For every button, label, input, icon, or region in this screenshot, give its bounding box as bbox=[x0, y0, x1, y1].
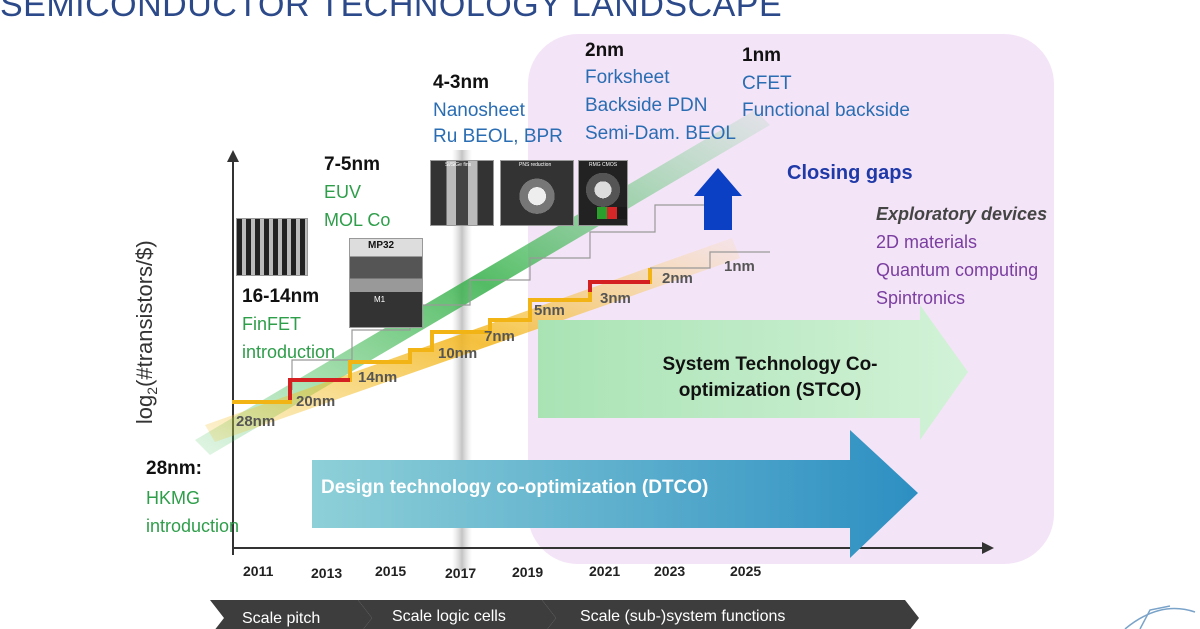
y-axis-label: log2(#transistors/$) bbox=[132, 222, 160, 442]
staircase-red-1 bbox=[288, 378, 350, 400]
staircase-future bbox=[650, 251, 770, 269]
dtco-arrow bbox=[312, 430, 918, 558]
y-axis-label-main: log bbox=[131, 394, 157, 425]
step-label-3nm: 3nm bbox=[600, 290, 631, 307]
m1-label: M1 bbox=[374, 295, 386, 304]
node-7-line-2: MOL Co bbox=[324, 210, 391, 230]
year-2023: 2023 bbox=[654, 563, 686, 579]
closing-gaps-label: Closing gaps bbox=[787, 162, 913, 184]
inset-label-2: PNS reduction bbox=[519, 162, 552, 168]
stco-line-2: optimization (STCO) bbox=[678, 380, 862, 401]
node-4-line-2: Ru BEOL, BPR bbox=[433, 126, 563, 147]
finfet-micrograph bbox=[236, 218, 308, 276]
exploratory-item-1: 2D materials bbox=[876, 232, 978, 252]
nanosheet-micrograph-2: PNS reduction bbox=[500, 160, 574, 226]
step-label-10nm: 10nm bbox=[438, 345, 478, 362]
logo-mark-2 bbox=[1139, 605, 1171, 629]
exploratory-item-2: Quantum computing bbox=[876, 260, 1039, 280]
y-axis-label-sub: 2 bbox=[144, 386, 161, 395]
year-2025: 2025 bbox=[730, 563, 762, 579]
step-label-28nm: 28nm bbox=[236, 413, 276, 430]
year-2013: 2013 bbox=[311, 565, 343, 581]
phase-chevron-3 bbox=[542, 600, 919, 629]
phase-chevron-1 bbox=[210, 600, 372, 629]
node-16-heading: 16-14nm bbox=[242, 286, 320, 307]
node-1-line-1: CFET bbox=[742, 73, 792, 94]
node-2-line-3: Semi-Dam. BEOL bbox=[585, 123, 736, 144]
upper-staircase bbox=[291, 180, 721, 390]
step-label-1nm: 1nm bbox=[724, 258, 755, 275]
mp32-label: MP32 bbox=[368, 240, 395, 251]
stco-arrow bbox=[538, 305, 968, 440]
y-axis-arrow bbox=[227, 150, 239, 162]
x-axis-arrow bbox=[982, 542, 994, 554]
exploratory-heading: Exploratory devices bbox=[876, 204, 1048, 224]
step-label-14nm: 14nm bbox=[358, 369, 398, 386]
stco-label: System Technology Co- optimization (STCO… bbox=[620, 352, 920, 404]
phase-label-1: Scale pitch bbox=[242, 610, 321, 627]
inset-label-1: Si/SiGe fins bbox=[445, 162, 472, 168]
node-2-line-1: Forksheet bbox=[585, 67, 670, 88]
node-7-heading: 7-5nm bbox=[324, 154, 380, 175]
node-1-line-2: Functional backside bbox=[742, 100, 910, 121]
node-28-line-1: HKMG bbox=[146, 488, 200, 508]
exploratory-item-3: Spintronics bbox=[876, 288, 966, 308]
inset-label-3: RMG CMOS bbox=[589, 162, 618, 168]
year-2011: 2011 bbox=[243, 563, 274, 579]
step-label-2nm: 2nm bbox=[662, 270, 693, 287]
nanosheet-micrograph-3: RMG CMOS bbox=[578, 160, 628, 226]
year-2017: 2017 bbox=[445, 565, 477, 581]
step-label-7nm: 7nm bbox=[484, 328, 515, 345]
stco-line-1: System Technology Co- bbox=[662, 354, 878, 375]
node-4-line-1: Nanosheet bbox=[433, 100, 525, 121]
inset-color-blocks bbox=[597, 207, 627, 219]
phase-label-3: Scale (sub-)system functions bbox=[580, 608, 786, 625]
node-7-line-1: EUV bbox=[324, 182, 362, 202]
node-16-line-2: introduction bbox=[242, 342, 336, 362]
year-2019: 2019 bbox=[512, 564, 544, 580]
page-title: SEMICONDUCTOR TECHNOLOGY LANDSCAPE bbox=[0, 0, 783, 24]
node-1-heading: 1nm bbox=[742, 45, 782, 66]
phase-chevron-2 bbox=[358, 600, 556, 629]
phase-label-2: Scale logic cells bbox=[392, 608, 506, 625]
y-axis-label-suffix: (#transistors/$) bbox=[131, 240, 157, 387]
node-4-heading: 4-3nm bbox=[433, 72, 489, 93]
node-16-line-1: FinFET bbox=[242, 314, 302, 334]
dtco-label: Design technology co-optimization (DTCO) bbox=[321, 477, 709, 498]
node-28-line-2: introduction bbox=[146, 516, 240, 536]
logo-mark bbox=[1124, 607, 1196, 629]
node-2-heading: 2nm bbox=[585, 40, 625, 61]
euv-micrograph: MP32 M1 bbox=[349, 238, 423, 328]
node-28-heading: 28nm: bbox=[146, 458, 202, 479]
node-2-line-2: Backside PDN bbox=[585, 95, 708, 116]
staircase-red-2 bbox=[588, 280, 650, 292]
closing-gaps-up-arrow bbox=[694, 168, 742, 230]
year-2015: 2015 bbox=[375, 563, 407, 579]
yellow-trend-band bbox=[205, 238, 740, 442]
nanosheet-micrograph-1: Si/SiGe fins bbox=[430, 160, 494, 226]
step-label-5nm: 5nm bbox=[534, 302, 565, 319]
year-2021: 2021 bbox=[589, 563, 621, 579]
step-label-20nm: 20nm bbox=[296, 393, 336, 410]
